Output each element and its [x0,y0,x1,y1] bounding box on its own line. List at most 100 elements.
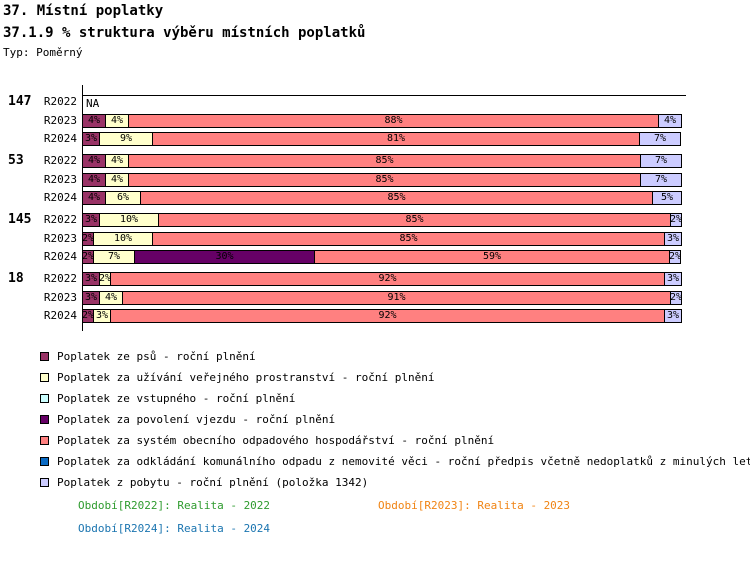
stacked-bar-row: 4% 4% 88% 4% [82,113,682,128]
segment-value-label: 3% [666,232,680,244]
segment-value-label: 2% [82,310,94,321]
segment-value-label: 10% [113,232,133,244]
legend-item: Poplatek za systém obecního odpadového h… [40,430,750,451]
legend-swatch-icon [40,457,49,466]
segment-value-label: 59% [482,251,502,262]
bar-segment-prostranstvi: 4% [99,290,123,305]
period-row-label: R2022 [43,272,77,285]
bar-segment-psi: 2% [82,309,94,323]
bar-segment-pobyt: 3% [664,231,682,246]
legend-label: Poplatek za systém obecního odpadového h… [57,434,495,447]
segment-value-label: 7% [653,133,667,144]
segment-value-label: 9% [119,133,133,144]
group-label: 145 [8,212,32,227]
bar-segment-psi: 3% [82,132,100,146]
bar-segment-odpad: 85% [152,231,665,246]
segment-value-label: 4% [87,155,101,166]
stacked-bar-row: 2% 3% 92% 3% [82,309,682,323]
legend-swatch-icon [40,415,49,424]
na-row-line [82,95,686,96]
segment-value-label: 3% [666,310,680,321]
bar-segment-vjezd: 30% [134,250,315,264]
legend-swatch-icon [40,373,49,382]
period-row-label: R2023 [43,290,77,304]
legend-label: Poplatek za povolení vjezdu - roční plně… [57,413,336,426]
period-legend-item: Období[R2024]: Realita - 2024 [78,522,271,535]
stacked-bar-row: 2% 7% 30% 59% 2% [82,250,681,264]
bar-segment-odpad: 85% [158,213,671,227]
stacked-bar-row: 3% 2% 92% 3% [82,272,682,286]
segment-value-label: 85% [387,192,406,203]
group-label: 18 [8,271,24,286]
stacked-bar-row: 3% 4% 91% 2% [82,290,682,305]
segment-value-label: 92% [378,273,397,284]
bar-segment-pobyt: 3% [664,272,682,286]
legend-label: Poplatek z pobytu - roční plnění (položk… [57,476,369,489]
chart-type-note: Typ: Poměrný [3,46,83,59]
stacked-bar-row: 2% 10% 85% 3% [82,231,682,246]
period-row-label: R2024 [43,191,77,204]
segment-value-label: 85% [375,155,394,166]
bar-segment-prostranstvi: 10% [93,231,153,246]
segment-value-label: 10% [119,214,139,225]
legend-label: Poplatek ze psů - roční plnění [57,350,256,363]
period-row-label: R2023 [43,172,77,186]
bar-segment-pobyt: 7% [640,154,682,168]
bar-segment-odpad: 81% [152,132,640,146]
segment-value-label: 2% [82,232,94,244]
bar-segment-pobyt: 3% [664,309,682,323]
bar-segment-psi: 2% [82,231,94,246]
bar-segment-prostranstvi: 3% [93,309,111,323]
legend-item: Poplatek za odkládání komunálního odpadu… [40,451,750,472]
bar-segment-pobyt: 2% [670,213,682,227]
bar-segment-odpad: 85% [128,154,641,168]
bar-segment-pobyt: 7% [639,132,681,146]
segment-value-label: 4% [104,291,118,303]
segment-value-label: 30% [215,251,234,262]
stacked-bar-row: 3% 9% 81% 7% [82,132,681,146]
legend-label: Poplatek za odkládání komunálního odpadu… [57,455,750,468]
bar-segment-pobyt: 5% [652,191,682,205]
segment-value-label: 3% [84,291,98,303]
na-value-label: NA [86,97,100,110]
bar-segment-psi: 3% [82,272,100,286]
bar-segment-psi: 3% [82,290,100,305]
legend-item: Poplatek ze vstupného - roční plnění [40,388,750,409]
page-title: 37. Místní poplatky [3,3,164,19]
stacked-bar-row: 4% 6% 85% 5% [82,191,682,205]
bar-segment-prostranstvi: 10% [99,213,159,227]
legend-item: Poplatek z pobytu - roční plnění (položk… [40,472,750,493]
segment-value-label: 7% [107,251,121,262]
segment-value-label: 85% [375,173,394,185]
segment-value-label: 3% [95,310,109,321]
bar-segment-psi: 4% [82,113,106,128]
bar-segment-psi: 3% [82,213,100,227]
segment-value-label: 3% [84,133,98,144]
bar-segment-psi: 4% [82,191,106,205]
bar-segment-prostranstvi: 4% [105,113,129,128]
segment-value-label: 88% [384,114,403,126]
bar-segment-prostranstvi: 9% [99,132,153,146]
legend-swatch-icon [40,436,49,445]
segment-value-label: 85% [399,232,418,244]
segment-value-label: 4% [87,192,101,203]
legend-label: Poplatek za užívání veřejného prostranst… [57,371,435,384]
segment-value-label: 7% [654,155,668,166]
bar-segment-prostranstvi: 7% [93,250,135,264]
bar-segment-prostranstvi: 6% [105,191,141,205]
segment-value-label: 2% [670,214,682,225]
bar-segment-odpad: 59% [314,250,670,264]
legend-item: Poplatek ze psů - roční plnění [40,346,750,367]
bar-segment-pobyt: 7% [640,172,682,187]
bar-segment-pobyt: 2% [670,290,682,305]
bar-segment-pobyt: 2% [669,250,681,264]
y-axis-line [82,85,83,331]
period-row-label: R2024 [43,250,77,263]
stacked-bar-row: 3% 10% 85% 2% [82,213,682,227]
period-legend-item: Období[R2023]: Realita - 2023 [378,499,571,512]
period-row-label: R2023 [43,231,77,245]
group-label: 147 [8,94,32,109]
bar-segment-psi: 4% [82,154,106,168]
segment-value-label: 85% [405,214,424,225]
